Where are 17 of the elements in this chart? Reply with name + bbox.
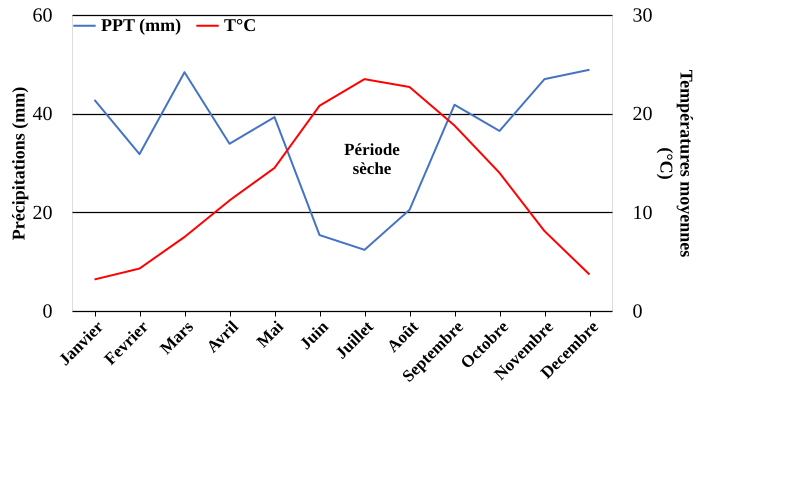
legend-label: PPT (mm) — [101, 14, 182, 35]
y2-tick-label: 10 — [632, 202, 652, 224]
y2-tick-label: 0 — [632, 300, 642, 322]
y-axis-title: Précipitations (mm) — [8, 86, 28, 240]
y2-tick-label: 20 — [632, 103, 652, 126]
legend-label: T°C — [224, 14, 256, 35]
line-series — [94, 68, 590, 251]
y2-tick-label: 30 — [632, 4, 652, 26]
y2-axis-title: Températures moyennes (°C) — [656, 70, 696, 258]
x-tick-label: Mai — [252, 316, 288, 352]
y-tick-label: 0 — [42, 300, 52, 322]
line-series — [94, 78, 590, 280]
annotation: Période sèche — [344, 140, 400, 178]
y-tick-label: 60 — [32, 4, 52, 26]
x-tick-label: Juin — [296, 316, 332, 354]
y-tick-label: 20 — [32, 202, 52, 224]
y-tick-label: 40 — [32, 103, 52, 126]
